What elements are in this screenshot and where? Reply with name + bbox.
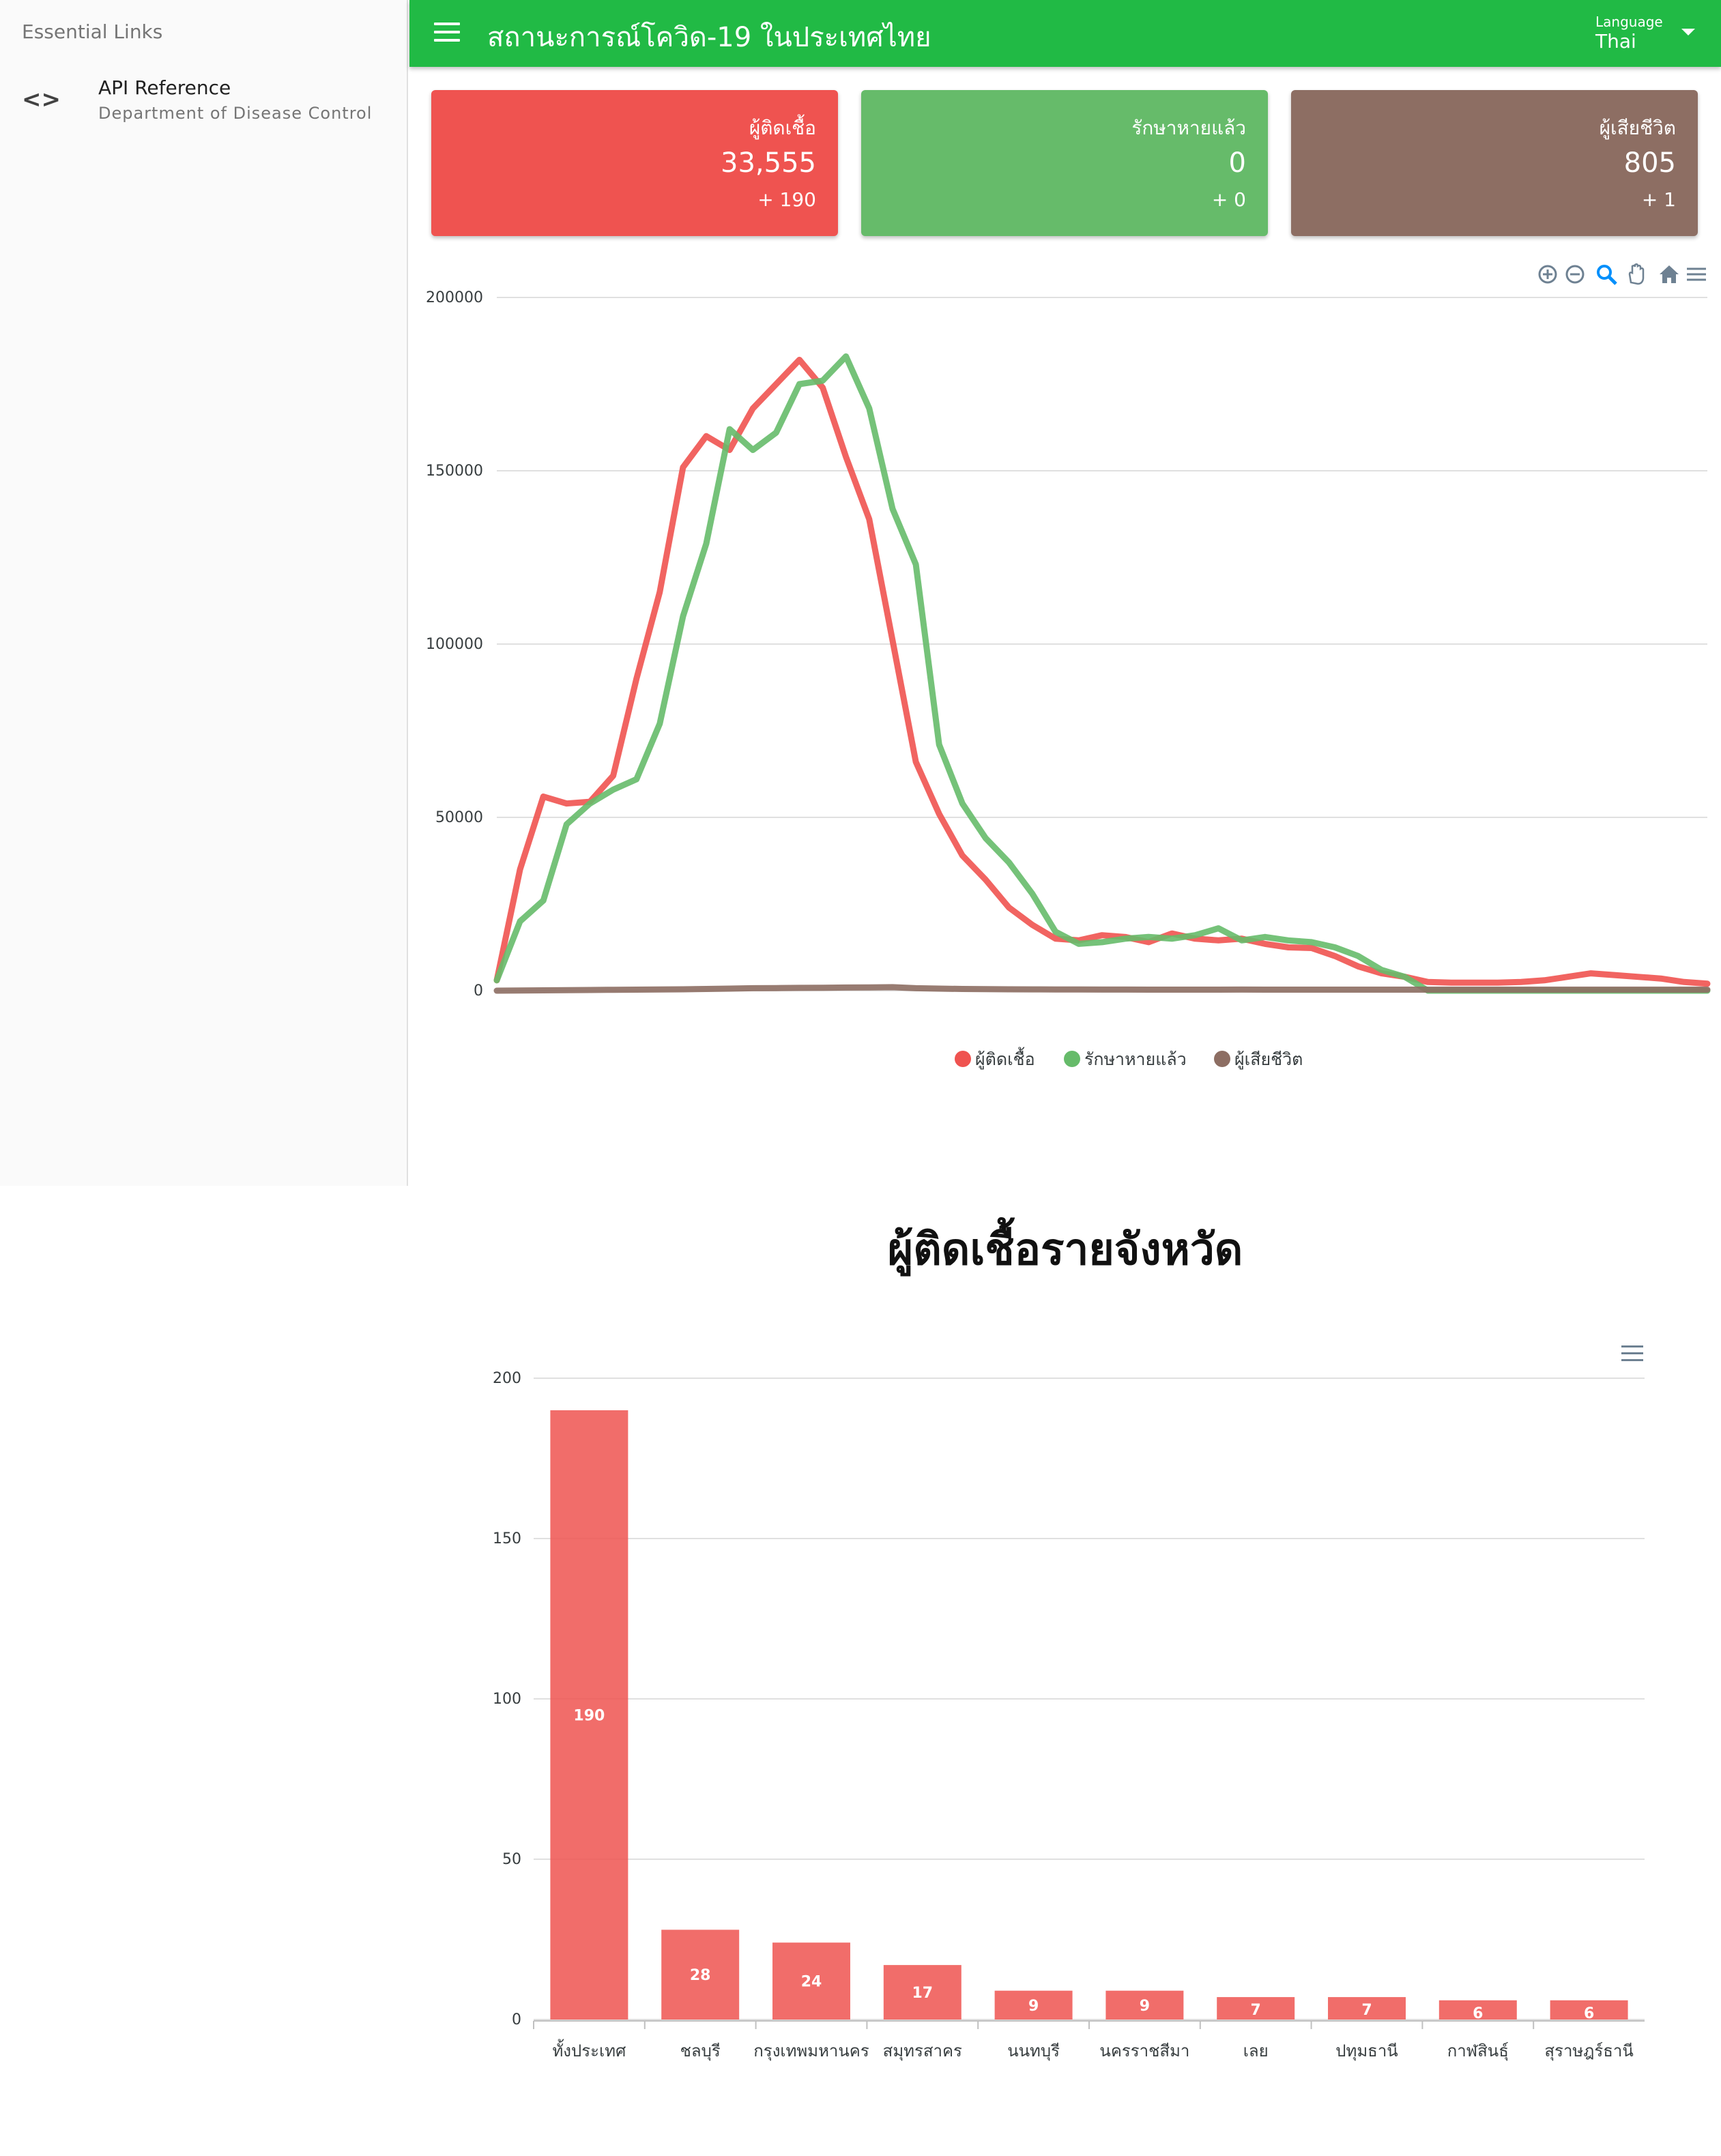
y-tick-label: 0 xyxy=(474,982,483,1000)
y-tick-label: 150000 xyxy=(426,463,483,480)
series-line-0 xyxy=(493,356,1711,987)
bar xyxy=(1217,1997,1295,2020)
infected-delta: + 190 xyxy=(757,188,816,211)
bar-value-label: 9 xyxy=(1028,1998,1039,2015)
recovered-delta: + 0 xyxy=(1211,188,1246,211)
language-select[interactable]: Thai xyxy=(1595,30,1636,53)
bar-value-label: 9 xyxy=(1140,1998,1150,2015)
bar-value-label: 7 xyxy=(1251,2002,1261,2019)
y-tick-label: 50 xyxy=(502,1851,521,1868)
bar xyxy=(550,1410,628,2020)
x-tick-label: ชลบุรี xyxy=(680,2041,721,2061)
bar-value-label: 190 xyxy=(573,1708,605,1725)
zoom-in-icon[interactable] xyxy=(1535,262,1560,287)
home-icon[interactable] xyxy=(1657,262,1681,287)
bar-chart-title: ผู้ติดเชื้อรายจังหวัด xyxy=(887,1225,1243,1275)
y-tick-label: 200000 xyxy=(426,289,483,306)
legend-marker xyxy=(1214,1051,1230,1067)
selection-zoom-icon[interactable] xyxy=(1594,262,1619,287)
bar-value-label: 6 xyxy=(1584,2005,1594,2022)
code-icon: <> xyxy=(22,86,61,113)
y-tick-label: 0 xyxy=(512,2011,521,2028)
chart-toolbar xyxy=(1535,262,1713,289)
menu-icon[interactable] xyxy=(1621,1345,1643,1363)
bar-value-label: 6 xyxy=(1473,2005,1483,2022)
x-tick-label: นนทบุรี xyxy=(1007,2041,1060,2061)
bar xyxy=(772,1942,850,2020)
legend-label: ผู้ติดเชื้อ xyxy=(975,1047,1035,1070)
bar-value-label: 28 xyxy=(690,1967,711,1984)
recovered-value: 0 xyxy=(1228,147,1246,179)
y-tick-label: 100 xyxy=(493,1691,521,1708)
infected-card: ผู้ติดเชื้อ 33,555 + 190 xyxy=(431,90,838,236)
x-tick-label: สุราษฎร์ธานี xyxy=(1544,2041,1633,2061)
bar xyxy=(994,1990,1073,2020)
menu-icon[interactable] xyxy=(434,23,460,44)
sidebar-header: Essential Links xyxy=(22,20,163,43)
api-reference-link[interactable]: <> API Reference Department of Disease C… xyxy=(0,65,407,141)
link-subtitle: Department of Disease Control xyxy=(98,104,373,123)
chart-legend: ผู้ติดเชื้อ รักษาหายแล้ว ผู้เสียชีวิต xyxy=(955,1047,1303,1070)
chevron-down-icon[interactable] xyxy=(1681,29,1695,35)
language-label: Language xyxy=(1595,14,1663,30)
zoom-out-icon[interactable] xyxy=(1563,262,1587,287)
bar-chart: 200 150 100 50 0 190 ทั้งประเทศ 28 ชลบุรี 24 กรุงเ… xyxy=(493,1370,1645,2061)
link-title: API Reference xyxy=(98,76,231,99)
bar-value-label: 17 xyxy=(912,1985,933,2002)
legend-label: ผู้เสียชีวิต xyxy=(1234,1049,1303,1070)
x-tick-label: กาฬสินธุ์ xyxy=(1447,2041,1509,2061)
deaths-card: ผู้เสียชีวิต 805 + 1 xyxy=(1291,90,1698,236)
x-tick-label: นครราชสีมา xyxy=(1099,2041,1189,2060)
infected-value: 33,555 xyxy=(721,147,816,179)
y-tick-label: 150 xyxy=(493,1530,521,1547)
bar xyxy=(661,1929,740,2020)
bar xyxy=(1328,1997,1406,2020)
x-tick-label: เลย xyxy=(1243,2041,1269,2060)
y-tick-label: 100000 xyxy=(426,636,483,653)
deaths-delta: + 1 xyxy=(1641,188,1676,211)
legend-marker xyxy=(1064,1051,1080,1067)
x-tick-label: กรุงเทพมหานคร xyxy=(753,2041,869,2061)
deaths-label: ผู้เสียชีวิต xyxy=(1599,117,1676,139)
sidebar: Essential Links <> API Reference Departm… xyxy=(0,0,408,1186)
x-tick-label: ปทุมธานี xyxy=(1335,2041,1398,2061)
infected-label: ผู้ติดเชื้อ xyxy=(749,117,816,139)
bar xyxy=(1550,2000,1628,2020)
bar-value-label: 24 xyxy=(801,1974,822,1991)
series-line-1 xyxy=(493,353,1711,994)
menu-icon[interactable] xyxy=(1684,262,1709,287)
bar xyxy=(883,1965,961,2020)
bar xyxy=(1438,2000,1517,2020)
line-chart: 200000 150000 100000 50000 0 ผู้ติดเชื้อ รักษา… xyxy=(426,289,1711,1070)
bar xyxy=(1105,1990,1184,2020)
recovered-label: รักษาหายแล้ว xyxy=(1131,117,1246,139)
y-tick-label: 50000 xyxy=(435,809,483,826)
app-header: สถานะการณ์โควิด-19 ในประเทศไทย Language … xyxy=(409,0,1721,67)
x-tick-label: ทั้งประเทศ xyxy=(552,2039,626,2060)
bar-value-label: 7 xyxy=(1361,2002,1372,2019)
y-tick-label: 200 xyxy=(493,1370,521,1387)
x-tick-label: สมุทรสาคร xyxy=(883,2041,962,2061)
series-line-2 xyxy=(493,984,1711,994)
legend-label: รักษาหายแล้ว xyxy=(1084,1049,1187,1069)
deaths-value: 805 xyxy=(1623,147,1676,179)
page-title: สถานะการณ์โควิด-19 ในประเทศไทย xyxy=(487,22,931,53)
recovered-card: รักษาหายแล้ว 0 + 0 xyxy=(861,90,1268,236)
pan-hand-icon[interactable] xyxy=(1624,262,1649,287)
legend-marker xyxy=(955,1051,971,1067)
